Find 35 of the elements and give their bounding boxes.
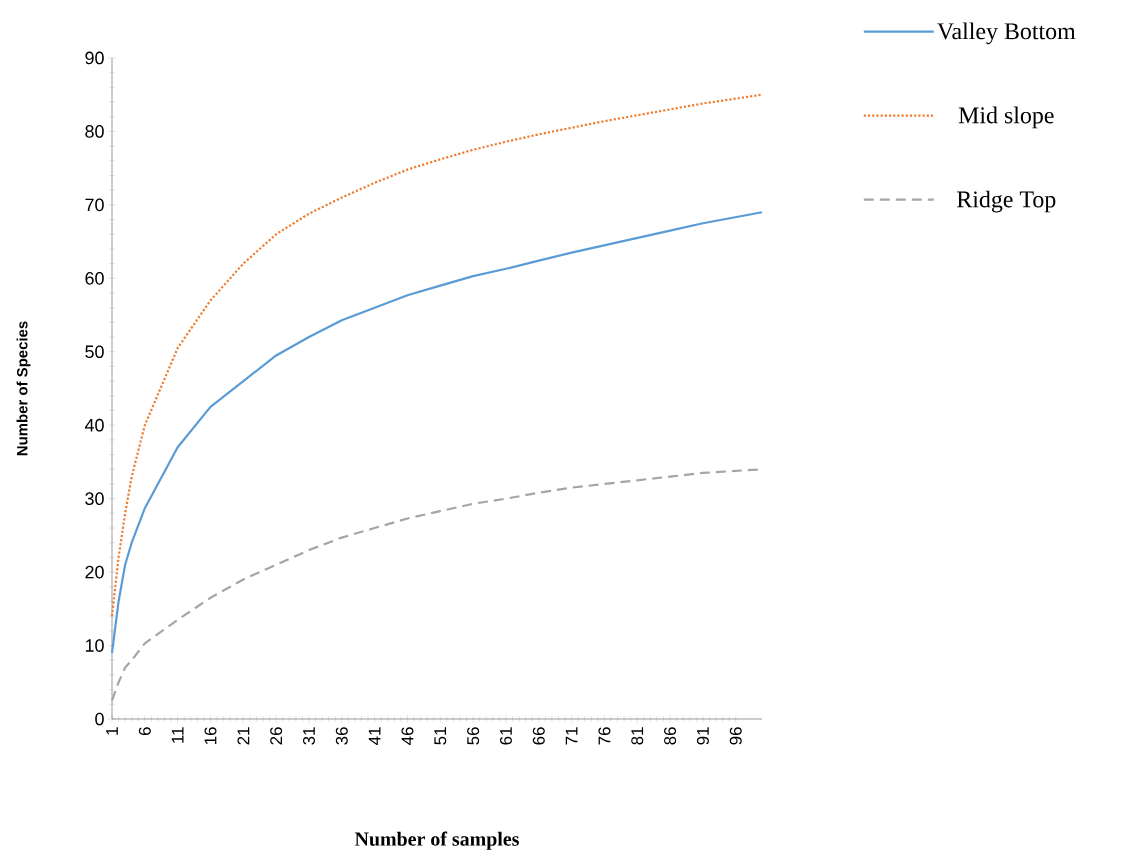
x-tick-label: 11 [171,727,184,743]
x-tick-label: 6 [138,727,151,735]
x-tick-label: 51 [434,727,447,745]
x-tick-label: 36 [335,727,348,745]
y-tick-label: 10 [85,639,104,652]
y-tick-label: 0 [95,712,104,726]
x-tick-label: 26 [270,727,283,745]
y-tick-label: 40 [84,418,104,432]
x-axis-title: Number of samples [354,831,519,850]
y-tick-label: 50 [85,345,104,359]
legend-label: Valley Bottom [937,22,1076,45]
x-tick-label: 71 [565,727,578,745]
y-tick-label: 70 [85,198,104,212]
y-tick-label: 20 [85,565,104,579]
x-tick-label: 66 [532,727,545,745]
x-tick-label: 21 [237,727,250,745]
y-tick-label: 80 [85,124,104,138]
x-tick-label: 86 [664,727,677,745]
x-tick-label: 1 [106,727,118,735]
x-tick-label: 91 [696,727,709,745]
y-axis-title: Number of Species [16,321,31,456]
x-tick-label: 16 [204,727,217,744]
x-tick-label: 76 [598,727,611,745]
x-tick-label: 46 [401,727,414,745]
x-tick-label: 81 [631,727,644,745]
x-tick-label: 41 [368,727,381,745]
x-tick-label: 96 [729,727,742,745]
y-tick-label: 30 [85,492,104,505]
x-tick-label: 61 [499,727,512,745]
x-tick-label: 56 [467,727,480,745]
legend-label: Mid slope [958,106,1054,129]
y-tick-label: 60 [85,271,104,285]
x-tick-label: 31 [302,727,315,745]
legend-label: Ridge Top [957,190,1056,213]
y-tick-label: 90 [85,51,104,65]
